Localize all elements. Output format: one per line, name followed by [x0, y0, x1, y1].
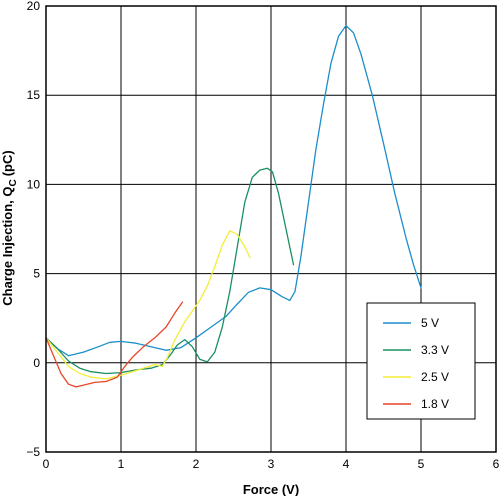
x-tick-label: 6 [493, 457, 500, 471]
x-tick-label: 4 [343, 457, 350, 471]
series-lines [45, 24, 422, 388]
legend-label-3-3-v: 3.3 V [421, 343, 449, 357]
y-axis-title-unit: (pC) [0, 150, 15, 176]
y-axis-title: Charge Injection, QC (pC) [0, 150, 19, 305]
legend-label-5-v: 5 V [421, 316, 439, 330]
x-tick-label: 2 [193, 457, 200, 471]
series-line-5-v [45, 24, 422, 357]
y-tick-label: 0 [33, 356, 40, 370]
x-tick-label: 3 [268, 457, 275, 471]
series-line-2-5-v [45, 230, 251, 380]
series-line-1-8-v [45, 301, 184, 388]
legend-label-1-8-v: 1.8 V [421, 397, 449, 411]
x-tick-label: 1 [118, 457, 125, 471]
y-tick-label: 10 [27, 177, 41, 191]
y-tick-label: −5 [26, 445, 40, 459]
plot-frame [45, 5, 497, 453]
x-tick-label: 0 [43, 457, 50, 471]
y-tick-label: 20 [27, 0, 41, 13]
y-tick-label: 15 [27, 88, 41, 102]
legend: 5 V 3.3 V 2.5 V 1.8 V [366, 302, 476, 420]
legend-label-2-5-v: 2.5 V [421, 370, 449, 384]
x-tick-label: 5 [418, 457, 425, 471]
y-axis-title-main: Charge Injection, Q [0, 187, 15, 306]
y-axis-title-subscript: C [8, 179, 19, 186]
x-axis-title: Force (V) [243, 482, 299, 496]
y-tick-label: 5 [33, 267, 40, 281]
series-line-3-3-v [45, 167, 295, 375]
